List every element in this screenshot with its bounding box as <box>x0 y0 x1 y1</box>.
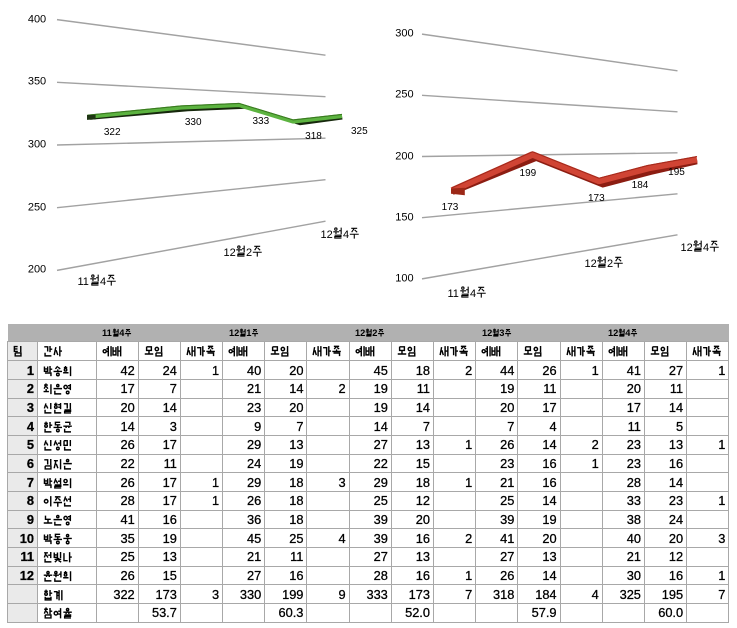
svg-text:2: 2 <box>246 247 252 259</box>
svg-text:4: 4 <box>343 229 349 241</box>
svg-text:12: 12 <box>355 328 365 338</box>
svg-text:11: 11 <box>78 276 89 288</box>
svg-text:2: 2 <box>373 328 378 338</box>
svg-text:12: 12 <box>585 258 597 270</box>
svg-text:12: 12 <box>229 328 239 338</box>
svg-text:4: 4 <box>703 242 709 254</box>
svg-text:2: 2 <box>607 258 613 270</box>
svg-text:11: 11 <box>447 288 458 300</box>
svg-text:4: 4 <box>626 328 632 338</box>
svg-text:12: 12 <box>223 247 235 259</box>
svg-text:4: 4 <box>470 288 476 300</box>
svg-text:11: 11 <box>102 328 112 338</box>
svg-text:12: 12 <box>321 229 333 241</box>
svg-text:4: 4 <box>119 328 125 338</box>
svg-text:3: 3 <box>499 328 504 338</box>
svg-text:12: 12 <box>608 328 618 338</box>
svg-text:4: 4 <box>100 276 106 288</box>
svg-text:1: 1 <box>246 328 251 338</box>
svg-text:12: 12 <box>680 242 692 254</box>
svg-text:12: 12 <box>482 328 492 338</box>
